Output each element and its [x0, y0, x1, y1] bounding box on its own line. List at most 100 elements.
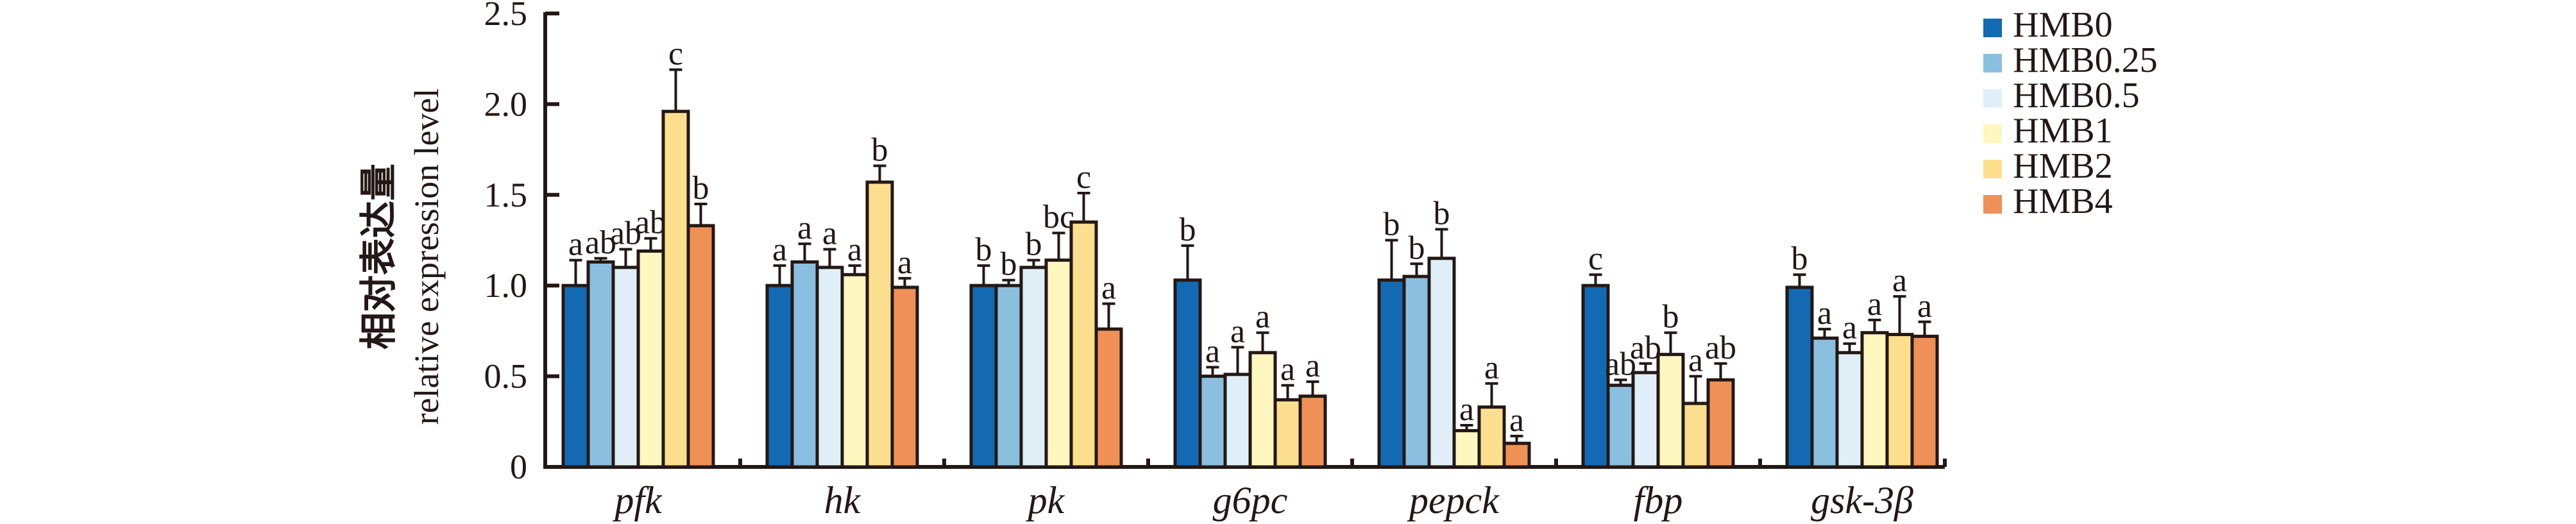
legend-swatch: [1983, 124, 2002, 143]
bar: [1631, 371, 1660, 469]
bar: [1681, 401, 1710, 469]
significance-letter: bc: [1043, 199, 1074, 235]
y-axis-title: 相对表达量 relative expression level: [357, 89, 446, 425]
x-axis-labels: pfk hk pk g6pc pepck fbp gsk-3β: [612, 479, 1913, 521]
bar: [994, 283, 1023, 469]
bar: [1452, 428, 1481, 469]
significance-letter: ab: [585, 224, 616, 261]
bar: [1402, 275, 1431, 469]
legend-item: HMB1: [1983, 111, 2113, 151]
legend-swatch: [1983, 89, 2002, 108]
bar: [890, 285, 919, 469]
bar: [1377, 278, 1406, 469]
y-tick-label: 2.0: [484, 85, 528, 123]
bar: [611, 266, 640, 469]
bar: [840, 273, 869, 469]
bar: [586, 260, 615, 469]
significance-letter: a: [1688, 342, 1703, 379]
significance-letter: ab: [610, 216, 641, 252]
y-axis-ticks: 0 0.5 1.0 1.5 2.0 2.5: [484, 0, 559, 486]
y-axis-title-chinese: 相对表达量: [357, 164, 400, 350]
bar: [1860, 331, 1889, 469]
significance-letter: b: [1180, 212, 1196, 248]
bar: [1706, 378, 1735, 469]
legend-swatch: [1983, 195, 2002, 214]
significance-letter: a: [1484, 350, 1499, 386]
bar-group-hk: aa a aba: [765, 132, 919, 469]
bar: [1273, 398, 1302, 469]
significance-letter: a: [822, 216, 837, 252]
legend-swatch: [1983, 19, 2002, 37]
bar: [815, 266, 844, 469]
bar: [1044, 258, 1073, 469]
significance-letter: b: [1384, 207, 1400, 243]
significance-letter: b: [1663, 299, 1679, 335]
x-tick-label: g6pc: [1213, 479, 1288, 521]
x-tick-label: fbp: [1634, 479, 1683, 521]
bar: [1477, 405, 1506, 469]
bar: [686, 224, 715, 469]
significance-letter: b: [872, 132, 888, 169]
significance-letter: a: [1892, 262, 1907, 299]
significance-letter: a: [772, 232, 787, 268]
bar-group-pepck: bbb aaa: [1377, 196, 1531, 469]
significance-letter: a: [847, 232, 862, 268]
bar: [1835, 351, 1864, 469]
legend-label: HMB0.5: [2013, 76, 2140, 115]
significance-letter: b: [1434, 196, 1450, 232]
bar-group-g6pc: baa aa a: [1173, 212, 1327, 469]
y-tick-label: 0.5: [484, 357, 528, 396]
x-tick-label: gsk-3β: [1811, 479, 1913, 521]
y-axis-title-english: relative expression level: [407, 89, 446, 425]
legend-label: HMB1: [2013, 111, 2113, 151]
legend-item: HMB4: [1983, 182, 2113, 221]
significance-letter: ab: [1605, 346, 1636, 382]
significance-letter: a: [568, 226, 583, 263]
significance-letter: b: [693, 170, 709, 207]
significance-letter: a: [1917, 288, 1932, 325]
x-tick-label: pepck: [1407, 479, 1500, 521]
bar: [1910, 334, 1939, 469]
legend-swatch: [1983, 54, 2002, 72]
bar: [1427, 257, 1456, 469]
significance-letter: a: [1280, 351, 1295, 388]
bar: [661, 110, 690, 469]
significance-letter: a: [1459, 391, 1474, 428]
bar: [790, 260, 819, 469]
y-tick-label: 1.0: [484, 266, 528, 305]
bar: [1502, 441, 1531, 469]
bar: [865, 180, 894, 469]
significance-letter: a: [1509, 402, 1524, 439]
y-tick-label: 1.5: [484, 176, 528, 214]
bar: [1223, 373, 1252, 469]
bar: [1198, 375, 1227, 469]
legend-swatch: [1983, 160, 2002, 178]
significance-letter: a: [1101, 269, 1116, 306]
significance-letter: c: [1076, 159, 1091, 196]
significance-letter: a: [1817, 295, 1832, 332]
legend-item: HMB0.5: [1983, 76, 2140, 115]
bar: [1069, 220, 1098, 469]
significance-letter: a: [897, 244, 912, 281]
bar: [1094, 327, 1123, 469]
legend-label: HMB0: [2013, 5, 2113, 45]
bar: [1298, 394, 1327, 469]
bar: [1606, 384, 1635, 469]
y-tick-label: 2.5: [484, 0, 528, 33]
bar: [1019, 266, 1048, 469]
legend-item: HMB2: [1983, 146, 2113, 186]
significance-letter: b: [1409, 230, 1425, 266]
bar: [561, 283, 590, 469]
bar: [1885, 333, 1914, 469]
significance-letter: b: [976, 232, 992, 268]
significance-letter: a: [1255, 299, 1270, 335]
legend-label: HMB2: [2013, 146, 2113, 186]
bar: [1656, 353, 1685, 469]
legend-label: HMB4: [2013, 182, 2113, 221]
